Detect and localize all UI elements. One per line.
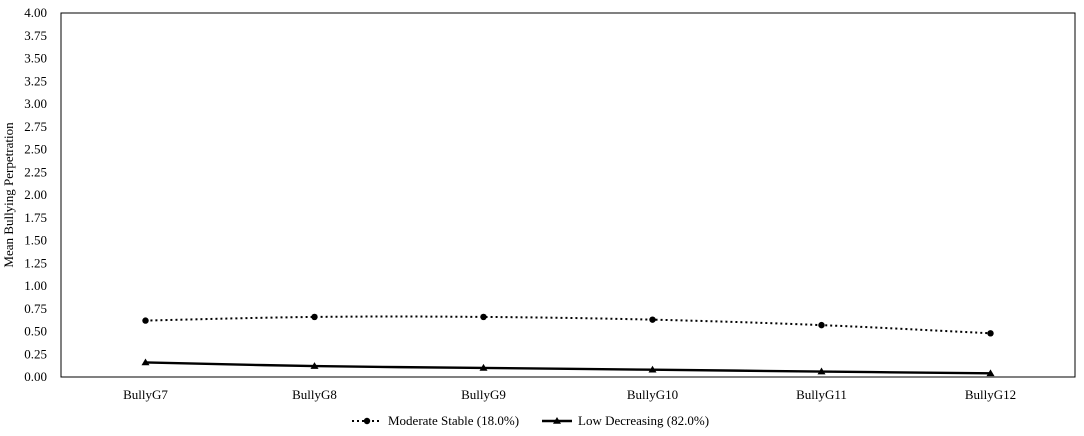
y-axis-label: Mean Bullying Perpetration (1, 122, 16, 268)
y-axis-ticks: 0.00 0.25 0.50 0.75 1.00 1.25 1.50 1.75 2.00 2.25… (24, 5, 47, 384)
data-point-legend-circle (363, 417, 371, 425)
data-point-circle (649, 316, 656, 323)
data-point-triangle (141, 358, 150, 366)
series-group (141, 313, 995, 377)
legend-label: Low Decreasing (82.0%) (578, 413, 709, 428)
x-tick-label: BullyG9 (461, 387, 506, 402)
x-tick-label: BullyG11 (796, 387, 847, 402)
y-tick-label: 3.00 (24, 96, 47, 111)
y-tick-label: 3.25 (24, 73, 47, 88)
series-2 (141, 358, 995, 377)
series-line (145, 315, 991, 335)
x-axis-ticks: BullyG7 BullyG8 BullyG9 BullyG10 BullyG11 Bul… (123, 387, 1016, 402)
y-tick-label: 1.25 (24, 255, 47, 270)
data-point-circle (987, 330, 994, 337)
data-point-triangle (817, 367, 826, 375)
data-point-triangle (310, 362, 319, 369)
legend: Moderate Stable (18.0%) Low Decreasing (8… (352, 413, 709, 428)
x-tick-label: BullyG12 (965, 387, 1016, 402)
plot-area-frame (60, 12, 1076, 378)
y-tick-label: 0.25 (24, 346, 47, 361)
x-tick-label: BullyG10 (627, 387, 678, 402)
data-point-circle (818, 321, 825, 329)
data-point-circle (480, 313, 487, 321)
y-tick-label: 3.75 (24, 28, 47, 43)
y-tick-label: 2.00 (24, 187, 47, 202)
y-tick-label: 2.50 (24, 142, 47, 157)
y-tick-label: 0.75 (24, 301, 47, 316)
series-1 (142, 313, 994, 337)
x-tick-label: BullyG8 (292, 387, 337, 402)
y-tick-label: 1.00 (24, 278, 47, 293)
y-tick-label: 3.50 (24, 51, 47, 66)
data-point-triangle (986, 369, 995, 377)
legend-item: Moderate Stable (18.0%) (352, 413, 519, 428)
y-tick-label: 0.50 (24, 324, 47, 339)
y-tick-label: 0.00 (24, 369, 47, 384)
data-point-triangle (479, 363, 488, 371)
y-tick-label: 2.25 (24, 164, 47, 179)
data-point-circle (311, 313, 318, 321)
series-line (145, 361, 991, 375)
y-tick-label: 4.00 (24, 5, 47, 20)
data-point-triangle (648, 365, 657, 373)
data-point-circle (142, 317, 149, 324)
legend-label: Moderate Stable (18.0%) (388, 413, 519, 428)
legend-item: Low Decreasing (82.0%) (542, 413, 709, 428)
y-tick-label: 2.75 (24, 119, 47, 134)
x-tick-label: BullyG7 (123, 387, 168, 402)
y-tick-label: 1.50 (24, 233, 47, 248)
data-point-legend-triangle (553, 417, 561, 424)
y-tick-label: 1.75 (24, 210, 47, 225)
